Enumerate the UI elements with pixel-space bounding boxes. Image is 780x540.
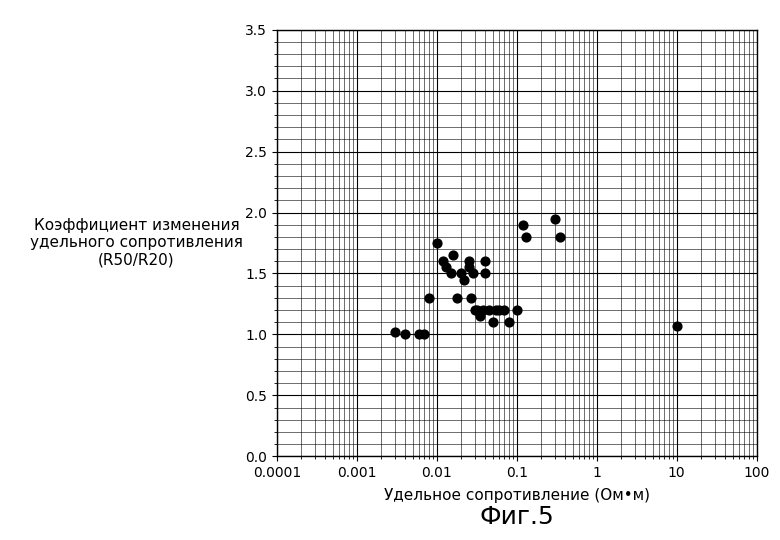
Point	[463, 263, 475, 272]
Point	[423, 294, 435, 302]
Point	[483, 306, 495, 314]
Text: Фиг.5: Фиг.5	[480, 505, 554, 529]
Point	[388, 328, 401, 336]
Point	[413, 330, 425, 339]
Point	[440, 263, 452, 272]
Text: Коэффициент изменения
удельного сопротивления
(R50/R20): Коэффициент изменения удельного сопротив…	[30, 218, 243, 268]
Point	[431, 239, 443, 247]
Point	[510, 306, 523, 314]
Point	[445, 269, 457, 278]
Point	[437, 257, 449, 266]
Point	[477, 306, 489, 314]
Point	[548, 214, 561, 223]
Point	[517, 220, 530, 229]
Point	[519, 233, 532, 241]
Point	[447, 251, 459, 260]
Point	[463, 257, 475, 266]
Point	[487, 318, 499, 327]
Point	[503, 318, 516, 327]
Point	[469, 306, 481, 314]
Point	[418, 330, 431, 339]
Point	[465, 294, 477, 302]
Point	[671, 321, 683, 330]
Point	[455, 269, 467, 278]
Point	[471, 306, 484, 314]
X-axis label: Удельное сопротивление (Ом•м): Удельное сопротивление (Ом•м)	[384, 488, 650, 503]
Point	[466, 269, 479, 278]
Point	[498, 306, 511, 314]
Point	[458, 275, 470, 284]
Point	[479, 257, 491, 266]
Point	[554, 233, 566, 241]
Point	[490, 306, 502, 314]
Point	[399, 330, 411, 339]
Point	[451, 294, 463, 302]
Point	[493, 306, 505, 314]
Point	[479, 269, 491, 278]
Point	[474, 312, 487, 320]
